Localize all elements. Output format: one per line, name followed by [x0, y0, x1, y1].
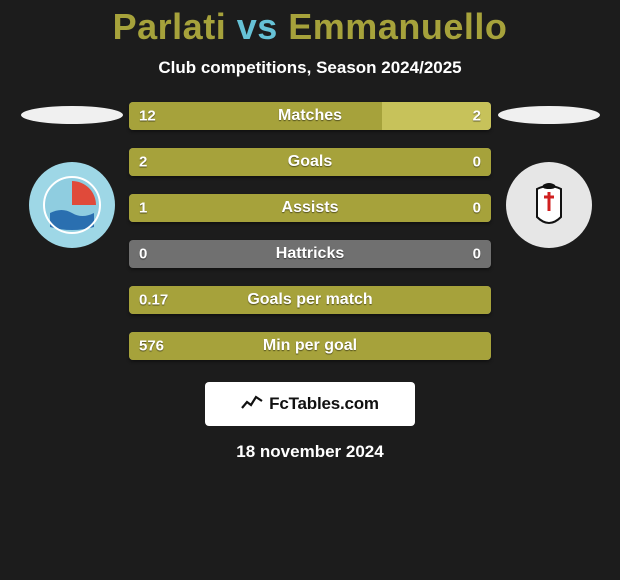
- stat-label: Min per goal: [263, 337, 357, 355]
- stat-value-left: 0.17: [139, 292, 168, 309]
- brand-text: FcTables.com: [269, 394, 379, 414]
- stat-value-right: 0: [473, 200, 481, 217]
- stat-label: Assists: [282, 199, 339, 217]
- stat-label: Goals: [288, 153, 332, 171]
- left-team-col: [14, 102, 129, 248]
- stat-bar: 576 Min per goal: [129, 332, 491, 360]
- body-row: 12 2 Matches 2 0 Goals 1 0 Assists 0 0 Hattricks 0.1…: [0, 102, 620, 360]
- brand-spark-icon: [241, 393, 263, 416]
- title-player-left: Parlati: [113, 6, 227, 47]
- stat-bar: 1 0 Assists: [129, 194, 491, 222]
- right-shadow-ellipse: [498, 106, 600, 124]
- stats-bars: 12 2 Matches 2 0 Goals 1 0 Assists 0 0 Hattricks 0.1…: [129, 102, 491, 360]
- title-player-right: Emmanuello: [288, 6, 507, 47]
- stat-bar-fill-left: [129, 102, 382, 130]
- stat-value-right: 2: [473, 108, 481, 125]
- stat-value-left: 0: [139, 246, 147, 263]
- stat-value-right: 0: [473, 154, 481, 171]
- comparison-card: Parlati vs Emmanuello Club competitions,…: [0, 0, 620, 462]
- brand-logo: FcTables.com: [205, 382, 415, 426]
- right-club-badge-circle: [506, 162, 592, 248]
- stat-value-left: 1: [139, 200, 147, 217]
- title-vs: vs: [237, 6, 278, 47]
- right-team-col: [491, 102, 606, 248]
- stat-label: Hattricks: [276, 245, 344, 263]
- left-shadow-ellipse: [21, 106, 123, 124]
- left-club-badge-circle: [29, 162, 115, 248]
- right-club-badge-icon: [519, 175, 579, 235]
- stat-value-left: 576: [139, 338, 164, 355]
- stat-label: Goals per match: [247, 291, 372, 309]
- stat-label: Matches: [278, 107, 342, 125]
- stat-bar: 0.17 Goals per match: [129, 286, 491, 314]
- stat-value-left: 12: [139, 108, 156, 125]
- stat-bar: 2 0 Goals: [129, 148, 491, 176]
- stat-value-right: 0: [473, 246, 481, 263]
- subtitle: Club competitions, Season 2024/2025: [0, 58, 620, 78]
- stat-bar: 0 0 Hattricks: [129, 240, 491, 268]
- left-club-badge-icon: [42, 175, 102, 235]
- stat-value-left: 2: [139, 154, 147, 171]
- page-title: Parlati vs Emmanuello: [0, 6, 620, 48]
- stat-bar: 12 2 Matches: [129, 102, 491, 130]
- footer-date: 18 november 2024: [0, 442, 620, 462]
